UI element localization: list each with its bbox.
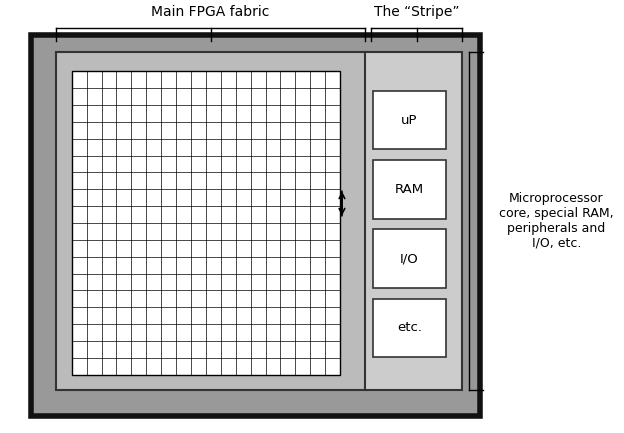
Bar	[373, 160, 446, 219]
Bar	[373, 299, 446, 357]
Text: Microprocessor
core, special RAM,
peripherals and
I/O, etc.: Microprocessor core, special RAM, periph…	[499, 192, 614, 250]
Text: I/O: I/O	[400, 252, 419, 265]
Text: uP: uP	[401, 113, 417, 127]
Text: RAM: RAM	[395, 183, 424, 196]
Text: Main FPGA fabric: Main FPGA fabric	[152, 6, 270, 19]
Bar	[365, 52, 462, 390]
Text: The “Stripe”: The “Stripe”	[374, 6, 459, 19]
Bar	[31, 35, 480, 416]
Bar	[373, 91, 446, 149]
Bar	[373, 229, 446, 288]
Text: etc.: etc.	[397, 321, 422, 335]
Bar	[56, 52, 368, 390]
Bar	[72, 71, 340, 375]
